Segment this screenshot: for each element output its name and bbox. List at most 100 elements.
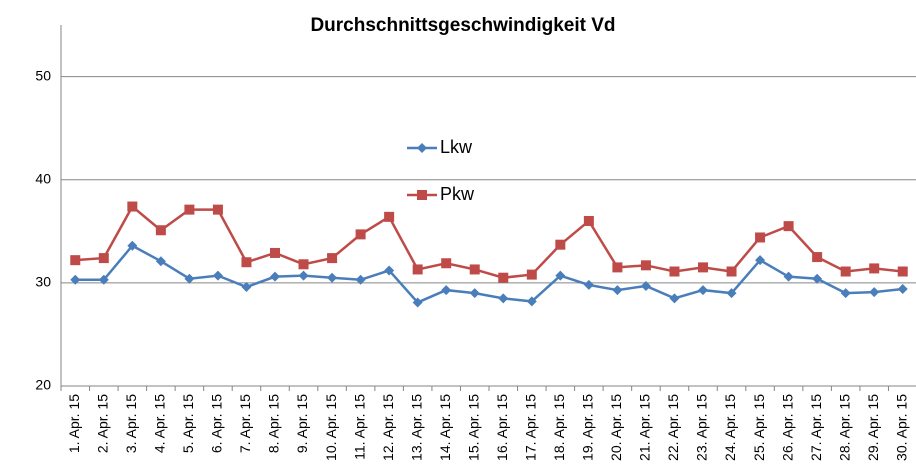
data-point [897,284,908,295]
y-tick-label: 20 [35,377,51,393]
data-point [498,272,509,283]
data-point [327,272,338,283]
data-point [869,263,880,274]
data-point [498,293,509,304]
data-point [583,215,594,226]
data-point [726,266,737,277]
data-point [327,253,338,264]
data-point [669,266,680,277]
data-point [412,264,423,275]
data-point [755,232,766,243]
legend-marker [417,143,427,153]
series-line [75,204,903,279]
x-tick-label: 6. Apr. 15 [209,394,225,453]
x-tick-label: 25. Apr. 15 [751,394,767,461]
data-point [640,260,651,271]
x-tick-label: 20. Apr. 15 [608,394,624,461]
data-point [812,252,823,263]
data-point [755,255,766,266]
data-point [555,270,566,281]
data-point [840,266,851,277]
x-tick-label: 2. Apr. 15 [95,394,111,453]
data-point [184,204,195,215]
data-point [355,229,366,240]
x-tick-label: 18. Apr. 15 [551,394,567,461]
data-point [70,274,81,285]
data-point [612,285,623,296]
data-point [384,211,395,222]
data-point [298,259,309,270]
data-point [555,239,566,250]
data-point [612,262,623,273]
data-point [726,288,737,299]
x-tick-label: 1. Apr. 15 [66,394,82,453]
data-point [241,281,252,292]
data-point [155,225,166,236]
data-point [298,270,309,281]
x-tick-label: 13. Apr. 15 [408,394,424,461]
data-point [698,285,708,296]
data-point [640,280,651,291]
x-tick-label: 4. Apr. 15 [152,394,168,453]
data-point [669,293,680,304]
data-point [526,269,537,280]
data-point [840,288,851,299]
x-tick-label: 9. Apr. 15 [294,394,310,453]
x-tick-label: 15. Apr. 15 [465,394,481,461]
x-tick-label: 11. Apr. 15 [351,394,367,460]
x-tick-label: 24. Apr. 15 [722,394,738,461]
x-tick-label: 19. Apr. 15 [580,394,596,461]
x-tick-label: 14. Apr. 15 [437,394,453,461]
x-tick-label: 29. Apr. 15 [865,394,881,461]
legend-label: Lkw [440,137,473,157]
data-point [355,274,366,285]
y-tick-label: 30 [35,274,51,290]
data-point [127,240,138,251]
x-tick-label: 7. Apr. 15 [237,394,253,453]
y-tick-label: 40 [35,170,51,186]
data-point [897,266,908,277]
data-point [469,288,480,299]
data-point [184,273,195,284]
x-tick-label: 5. Apr. 15 [180,394,196,453]
data-point [441,258,452,269]
data-point [583,279,594,290]
data-point [270,271,280,282]
x-tick-label: 21. Apr. 15 [637,394,653,461]
data-point [412,297,423,308]
data-point [241,257,252,268]
x-tick-label: 28. Apr. 15 [836,394,852,461]
x-tick-label: 3. Apr. 15 [123,394,139,453]
chart-title: Durchschnittsgeschwindigkeit Vd [310,15,615,36]
x-tick-label: 30. Apr. 15 [893,394,909,461]
data-point [698,262,708,273]
x-tick-label: 17. Apr. 15 [523,394,539,461]
x-tick-label: 12. Apr. 15 [380,394,396,461]
legend-label: Pkw [440,184,475,204]
data-point [98,253,109,264]
data-point [783,271,794,282]
data-point [783,221,794,232]
data-point [869,287,880,298]
data-point [441,285,452,296]
data-point [469,264,480,275]
x-tick-label: 10. Apr. 15 [323,394,339,461]
data-point [98,274,109,285]
x-tick-label: 23. Apr. 15 [694,394,710,461]
data-point [384,265,395,276]
data-point [155,256,166,267]
data-point [212,270,223,281]
data-point [70,255,81,266]
legend-marker [417,190,427,200]
x-tick-label: 22. Apr. 15 [665,394,681,461]
x-tick-label: 26. Apr. 15 [779,394,795,461]
data-point [270,247,280,258]
x-tick-label: 16. Apr. 15 [494,394,510,461]
x-tick-label: 8. Apr. 15 [266,394,282,453]
data-point [526,296,537,307]
data-point [127,201,138,212]
data-point [812,273,823,284]
series-line [75,244,903,304]
x-tick-label: 27. Apr. 15 [808,394,824,461]
